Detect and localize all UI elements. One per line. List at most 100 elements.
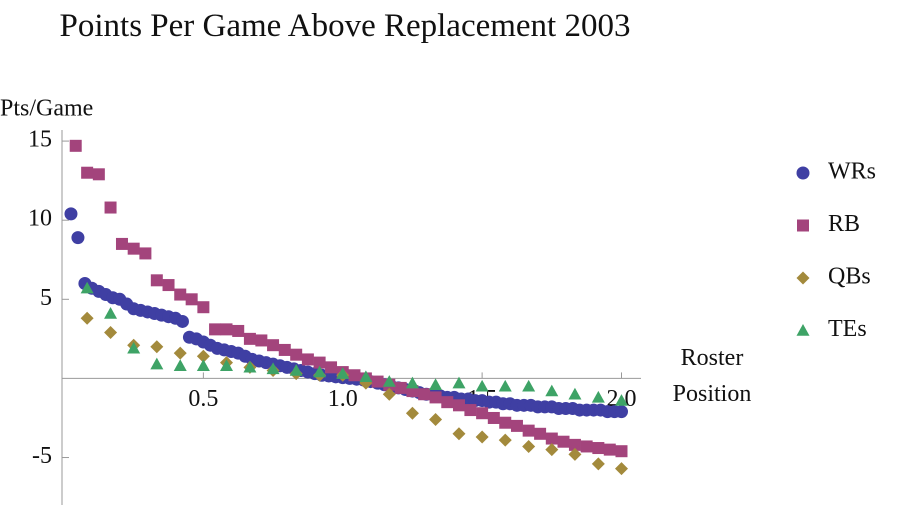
point — [290, 348, 303, 361]
point — [174, 288, 187, 301]
point — [441, 396, 454, 409]
point — [196, 359, 210, 371]
point — [92, 168, 105, 181]
point — [267, 339, 280, 352]
point — [243, 360, 257, 373]
point — [429, 378, 443, 390]
point — [266, 362, 280, 375]
point — [197, 301, 210, 314]
legend-marker — [796, 324, 810, 336]
point — [568, 387, 582, 400]
point — [255, 334, 268, 347]
point — [475, 379, 489, 392]
point — [487, 411, 500, 424]
point — [175, 314, 189, 328]
point — [568, 438, 581, 451]
point — [545, 432, 558, 445]
point — [592, 442, 605, 455]
point — [336, 367, 350, 379]
legend-marker — [796, 271, 810, 285]
point — [452, 427, 466, 441]
point — [243, 332, 256, 345]
point — [557, 435, 570, 448]
point — [185, 293, 198, 306]
point — [534, 427, 547, 440]
point — [568, 447, 582, 461]
point — [498, 433, 512, 447]
point — [580, 440, 593, 453]
point — [429, 413, 443, 427]
point — [104, 201, 117, 214]
point — [115, 237, 128, 250]
point — [139, 247, 152, 260]
point — [418, 388, 431, 401]
x-axis-label: Roster Position — [672, 345, 752, 407]
point — [69, 139, 82, 152]
point — [64, 207, 78, 221]
point — [522, 439, 536, 453]
x-tick-label: 1.0 — [328, 386, 358, 412]
point — [405, 406, 419, 420]
point — [464, 404, 477, 417]
point — [476, 407, 489, 420]
point — [382, 375, 396, 387]
point — [150, 274, 163, 287]
point — [278, 343, 291, 356]
point — [614, 462, 628, 476]
point — [614, 405, 628, 419]
legend-marker — [796, 166, 810, 180]
point — [289, 364, 303, 376]
point — [498, 379, 512, 392]
point — [475, 430, 489, 444]
legend-label: QBs — [828, 264, 871, 290]
y-axis-label: Pts/Game — [0, 96, 93, 122]
legend-label: WRs — [828, 159, 876, 185]
point — [232, 324, 245, 337]
point — [359, 370, 373, 383]
point — [127, 242, 140, 255]
point — [499, 416, 512, 429]
x-tick-label: 0.5 — [188, 386, 218, 412]
point — [510, 419, 523, 432]
point — [127, 341, 141, 354]
point — [394, 381, 407, 394]
point — [220, 359, 234, 371]
legend-label: TEs — [828, 316, 867, 342]
point — [405, 376, 419, 389]
point — [591, 457, 605, 471]
point — [71, 231, 85, 245]
legend-label: RB — [828, 211, 860, 237]
point — [545, 384, 559, 397]
point — [522, 379, 536, 392]
point — [371, 375, 384, 388]
point — [80, 281, 94, 294]
point — [301, 353, 314, 366]
y-tick-label: 15 — [28, 127, 52, 153]
point — [313, 356, 326, 369]
point — [615, 445, 628, 458]
point — [104, 307, 118, 319]
point — [150, 357, 164, 370]
point — [81, 166, 94, 179]
point — [614, 394, 628, 406]
point — [429, 391, 442, 404]
point — [452, 399, 465, 412]
point — [104, 326, 118, 340]
point — [220, 323, 233, 336]
point — [209, 323, 222, 336]
point — [196, 349, 210, 363]
point — [603, 443, 616, 456]
point — [452, 376, 466, 389]
legend-marker — [797, 219, 809, 232]
y-tick-label: 10 — [28, 206, 52, 232]
point — [545, 443, 559, 457]
point — [348, 369, 361, 382]
point — [313, 365, 327, 378]
point — [150, 340, 164, 354]
point — [173, 359, 187, 371]
point — [80, 311, 94, 325]
point — [173, 346, 187, 360]
y-tick-label: -5 — [32, 443, 52, 469]
